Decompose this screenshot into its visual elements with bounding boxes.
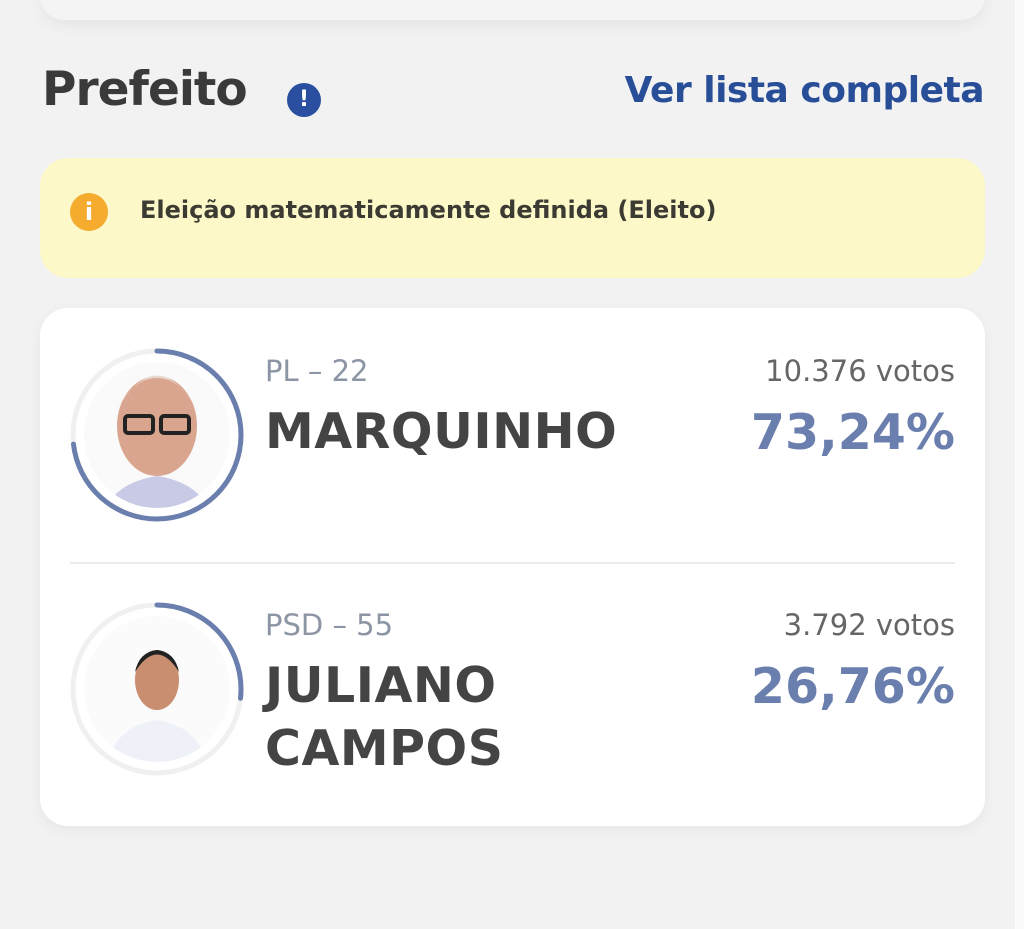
candidate-avatar: [70, 602, 244, 776]
candidate-row[interactable]: PL – 22 MARQUINHO 10.376 votos 73,24%: [40, 308, 985, 562]
vote-share-arc: [70, 348, 244, 522]
previous-card: [40, 0, 985, 20]
exclamation-circle-icon[interactable]: !: [287, 83, 321, 117]
alert-text: Eleição matematicamente definida (Eleito…: [140, 196, 717, 224]
page-title: Prefeito: [42, 62, 248, 117]
candidate-votes: 10.376 votos: [765, 354, 955, 388]
candidate-photo: [84, 362, 230, 508]
candidate-percent: 26,76%: [750, 658, 955, 715]
info-circle-icon: i: [70, 193, 108, 231]
candidate-row[interactable]: PSD – 55 JULIANO CAMPOS 3.792 votos 26,7…: [40, 562, 985, 826]
candidate-percent: 73,24%: [750, 404, 955, 461]
status-alert: i Eleição matematicamente definida (Elei…: [40, 158, 985, 278]
candidate-votes: 3.792 votos: [783, 608, 955, 642]
candidate-photo: [84, 616, 230, 762]
candidate-party: PL – 22: [265, 354, 369, 388]
view-full-list-link[interactable]: Ver lista completa: [624, 70, 985, 111]
candidate-name: JULIANO CAMPOS: [265, 657, 504, 777]
scroll-edge: [1015, 0, 1024, 929]
candidate-name: MARQUINHO: [265, 403, 618, 460]
divider: [70, 562, 955, 564]
candidate-party: PSD – 55: [265, 608, 394, 642]
vote-share-arc: [70, 602, 244, 776]
candidate-avatar: [70, 348, 244, 522]
results-card: PL – 22 MARQUINHO 10.376 votos 73,24% PS…: [40, 308, 985, 826]
